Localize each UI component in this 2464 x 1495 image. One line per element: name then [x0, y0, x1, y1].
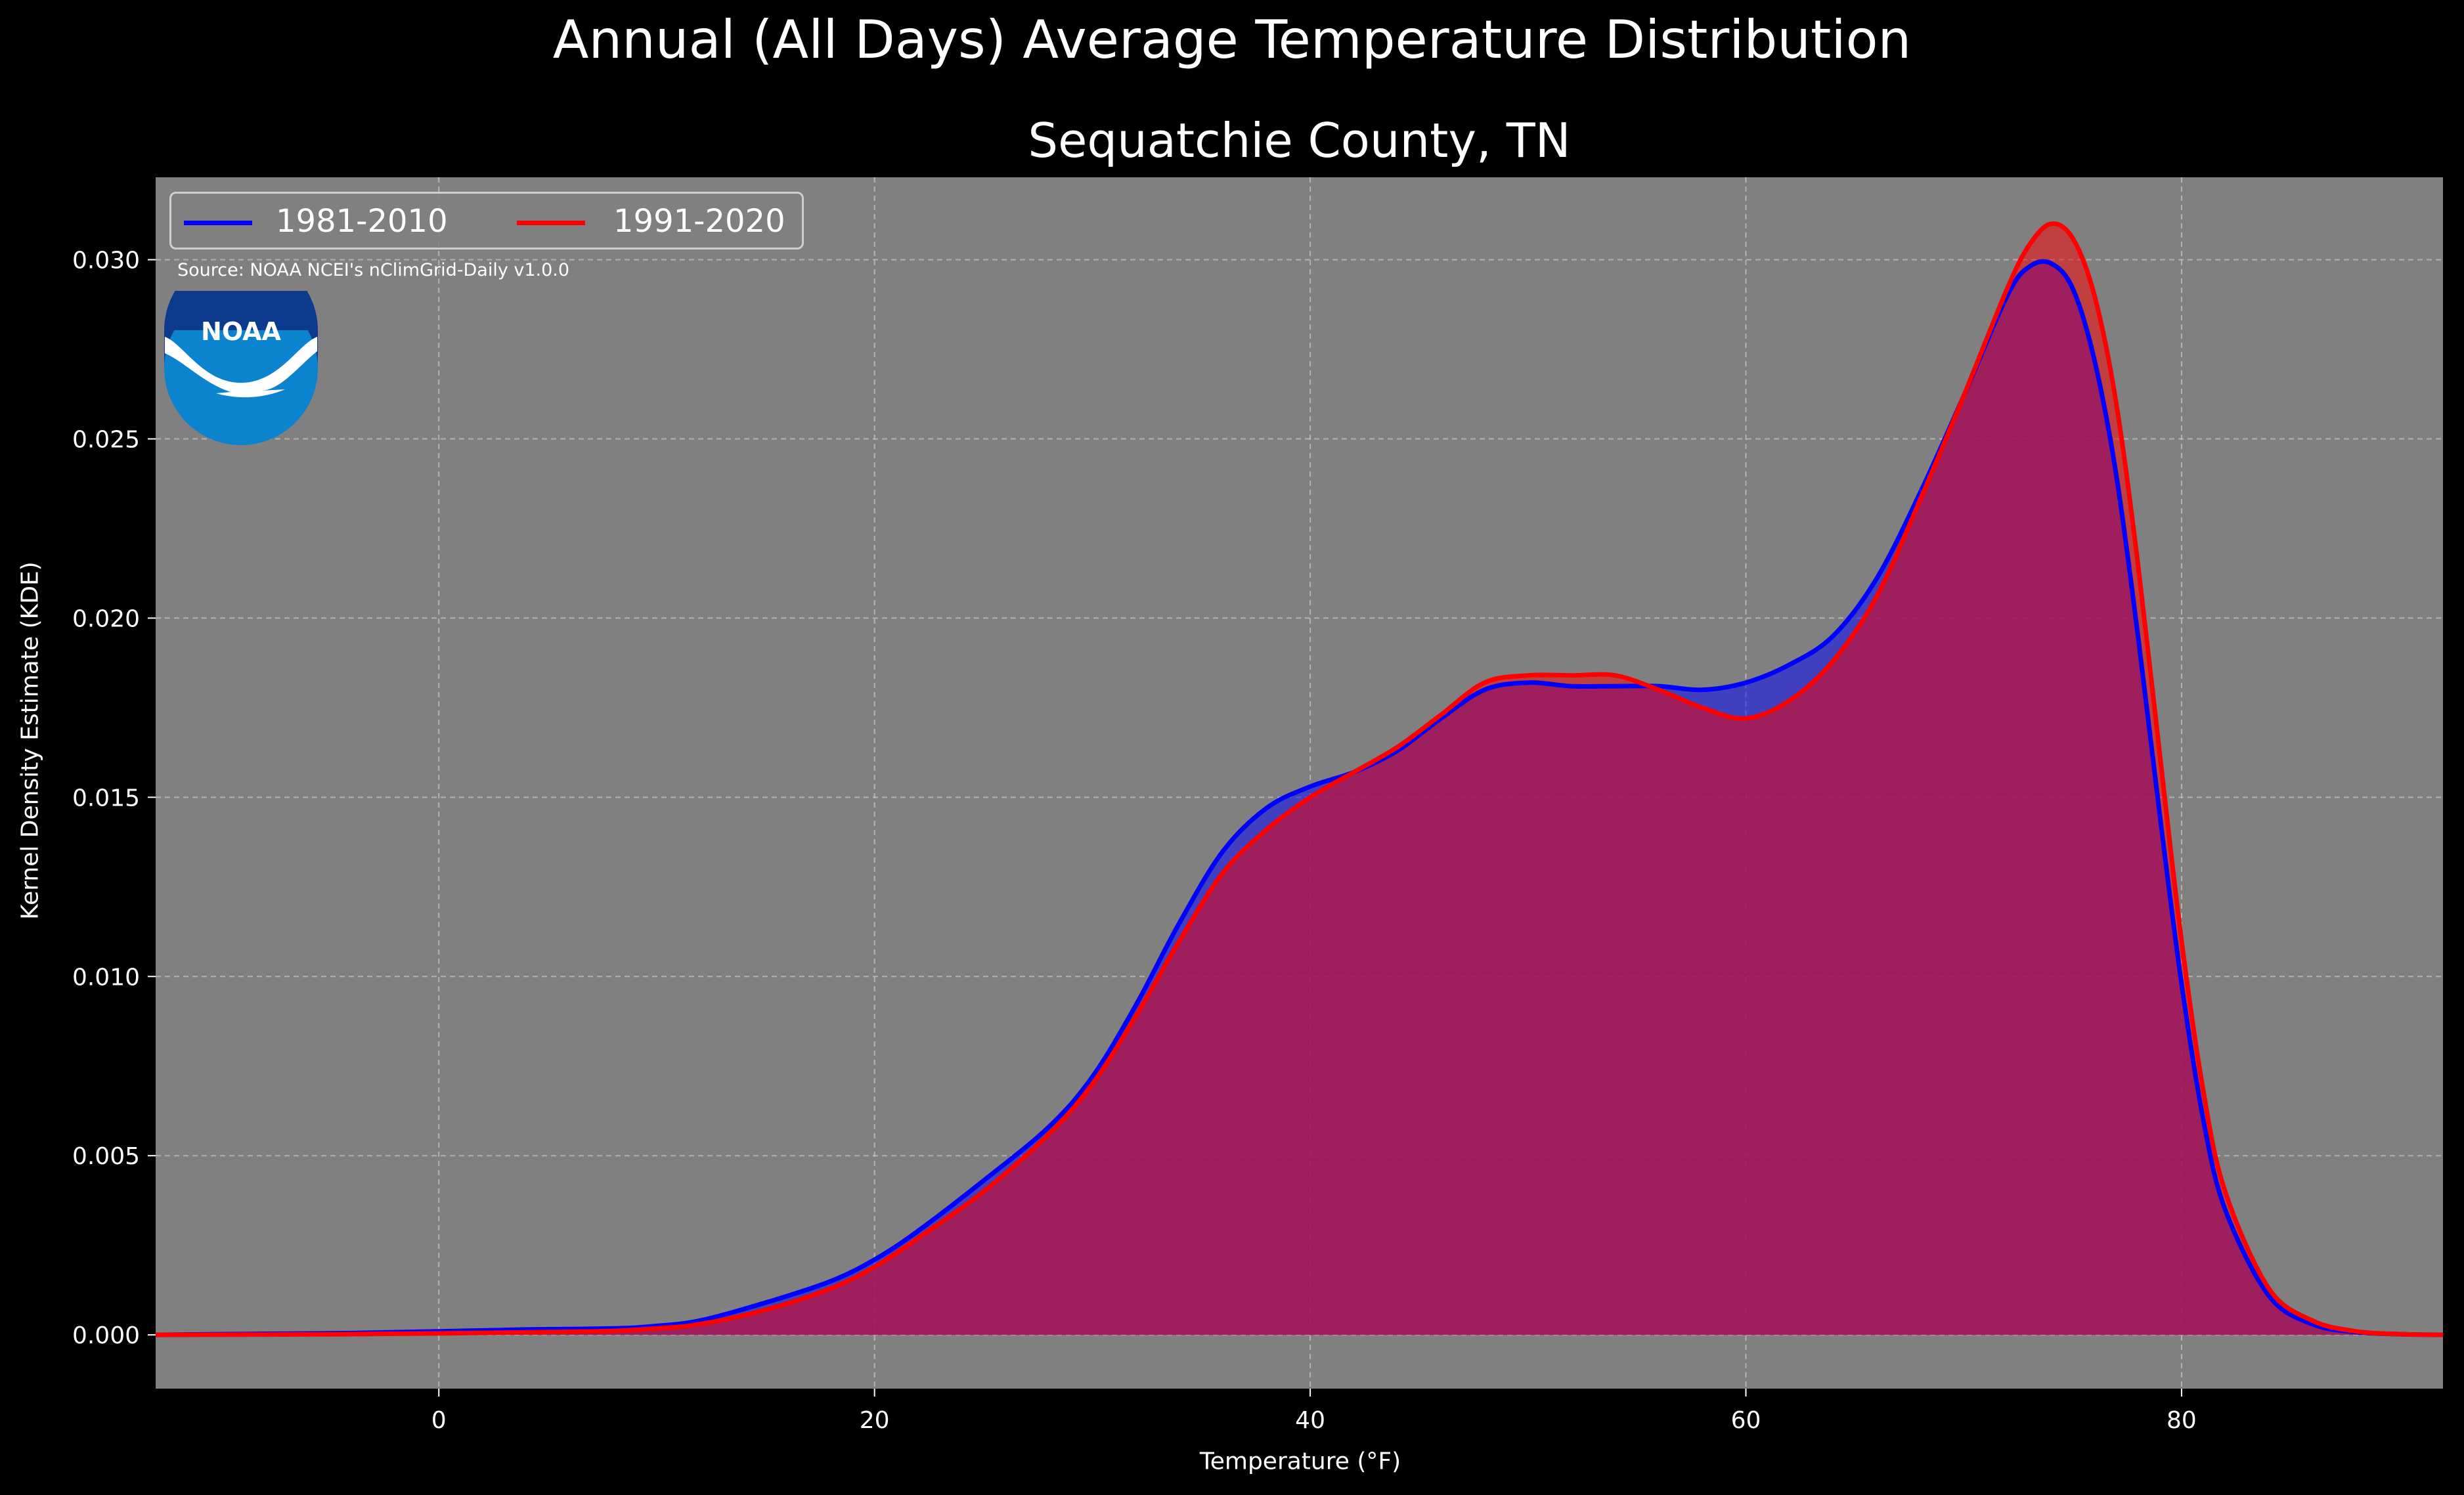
- legend-label-1981-2010: 1981-2010: [276, 203, 448, 240]
- x-tick-label: 20: [860, 1407, 890, 1434]
- overlap-fill: [156, 261, 2443, 1335]
- x-tick-label: 40: [1295, 1407, 1325, 1434]
- logo-text: NOAA: [201, 317, 281, 346]
- line-1981-2010: [155, 259, 2444, 1337]
- y-axis-label: Kernel Density Estimate (KDE): [16, 561, 44, 920]
- x-tick-label: 0: [431, 1407, 447, 1434]
- legend-swatch-1991-2020: [517, 221, 585, 225]
- axis-ticks: 0 20 40 60 80 0.000 0.005 0.010 0.015 0.020 0.025 0…: [72, 248, 2197, 1434]
- legend-swatch-1981-2010: [184, 221, 252, 225]
- legend: 1981-2010 1991-2020: [169, 192, 804, 249]
- source-note: Source: NOAA NCEI's nClimGrid-Daily v1.0…: [177, 260, 570, 280]
- x-axis-label: Temperature (°F): [1199, 1448, 1401, 1475]
- y-tick-label: 0.020: [72, 605, 140, 632]
- y-tick-label: 0.030: [72, 248, 140, 274]
- chart-title: Sequatchie County, TN: [1028, 113, 1571, 168]
- noaa-logo: NOAA: [164, 291, 318, 445]
- y-tick-label: 0.000: [72, 1322, 140, 1349]
- y-tick-label: 0.015: [72, 785, 140, 812]
- density-lines: [155, 221, 2444, 1337]
- x-tick-label: 60: [1731, 1407, 1761, 1434]
- legend-label-1991-2020: 1991-2020: [613, 203, 785, 240]
- density-fills: [156, 223, 2443, 1335]
- line-1991-2020: [155, 221, 2444, 1337]
- figure-title: Annual (All Days) Average Temperature Di…: [552, 9, 1912, 70]
- y-tick-label: 0.025: [72, 426, 140, 453]
- y-tick-label: 0.010: [72, 964, 140, 991]
- x-tick-label: 80: [2167, 1407, 2197, 1434]
- y-tick-label: 0.005: [72, 1143, 140, 1170]
